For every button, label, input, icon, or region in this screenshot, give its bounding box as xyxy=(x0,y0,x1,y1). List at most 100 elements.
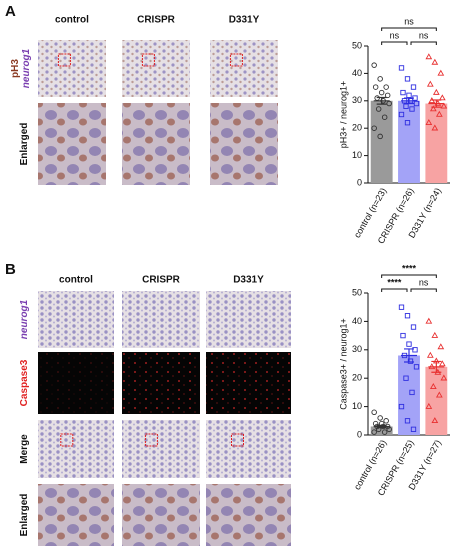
column-header: control xyxy=(55,15,89,26)
inset-box xyxy=(229,53,243,67)
row-label: Enlarged xyxy=(19,494,30,537)
data-point xyxy=(406,92,412,98)
data-point xyxy=(398,304,405,310)
data-point xyxy=(381,429,388,435)
inset-box xyxy=(60,433,74,447)
micrograph-stain xyxy=(122,103,190,185)
data-point xyxy=(378,420,385,427)
data-point xyxy=(426,351,434,358)
panel-letter: A xyxy=(5,3,16,20)
row-label: neurog1 xyxy=(19,299,30,339)
micrograph-stain xyxy=(122,484,200,546)
data-point xyxy=(440,374,448,381)
data-point xyxy=(438,360,446,367)
data-point xyxy=(406,341,412,347)
data-point xyxy=(431,417,439,424)
y-tick-label: 40 xyxy=(352,68,362,78)
column-header: CRISPR xyxy=(142,275,181,286)
data-point xyxy=(375,426,382,433)
significance-bracket xyxy=(410,288,437,292)
data-point xyxy=(384,92,391,99)
row-label-part: neurog1 xyxy=(21,48,32,88)
significance-label: ns xyxy=(419,30,429,40)
micrograph-stain xyxy=(122,40,190,97)
data-point xyxy=(409,106,415,112)
micrograph-stain xyxy=(210,103,278,185)
data-point xyxy=(400,89,406,96)
row-label-part: Merge xyxy=(19,434,30,464)
data-point xyxy=(409,389,415,396)
row-label-part: Enlarged xyxy=(19,123,30,166)
row-label-part: pH3 xyxy=(10,59,21,78)
data-point xyxy=(372,84,379,90)
significance-label: ns xyxy=(419,277,429,287)
micrograph-stain xyxy=(122,352,200,414)
micrograph-stain xyxy=(38,420,114,478)
micrograph-stain xyxy=(206,484,291,546)
column-header: D331Y xyxy=(233,275,264,286)
data-point xyxy=(437,343,445,350)
significance-bracket xyxy=(381,27,437,31)
data-point xyxy=(412,95,418,101)
micrograph-stain xyxy=(122,420,200,478)
data-point xyxy=(400,332,406,339)
y-tick-label: 30 xyxy=(352,95,362,105)
data-point xyxy=(377,133,383,140)
data-point xyxy=(431,331,439,338)
data-point xyxy=(435,110,443,117)
data-point xyxy=(438,94,446,101)
data-point xyxy=(425,317,433,324)
column-header: control xyxy=(59,275,93,286)
micrograph-stain xyxy=(38,291,114,348)
inset-box xyxy=(141,53,155,67)
data-point xyxy=(413,364,420,370)
data-point xyxy=(410,84,417,90)
significance-label: ns xyxy=(390,30,400,40)
data-point xyxy=(404,418,411,424)
data-point xyxy=(410,426,417,432)
data-point xyxy=(383,84,389,90)
bar xyxy=(370,100,393,183)
data-point xyxy=(377,76,383,82)
error-bar xyxy=(373,424,390,429)
data-point xyxy=(371,62,377,68)
data-point xyxy=(407,358,414,364)
significance-label: **** xyxy=(402,263,417,273)
data-point xyxy=(398,111,405,118)
significance-label: ns xyxy=(404,16,414,26)
micrograph-stain xyxy=(206,291,291,348)
micrograph-stain xyxy=(206,352,291,414)
column-header: CRISPR xyxy=(137,15,176,26)
data-point xyxy=(428,363,436,370)
data-point xyxy=(377,415,383,421)
data-point xyxy=(434,368,442,375)
data-point xyxy=(380,98,386,104)
data-point xyxy=(378,89,385,96)
data-point xyxy=(403,103,409,109)
error-bar xyxy=(373,96,390,105)
data-point xyxy=(403,375,409,381)
data-point xyxy=(371,409,377,416)
significance-bracket xyxy=(381,274,437,278)
data-point xyxy=(371,429,377,435)
data-point xyxy=(425,119,433,125)
significance-bracket xyxy=(381,41,408,45)
data-point xyxy=(386,426,392,433)
significance-bracket xyxy=(381,288,408,292)
data-point xyxy=(371,125,377,131)
data-point xyxy=(380,423,386,430)
micrograph-stain xyxy=(210,40,278,97)
y-tick-label: 10 xyxy=(352,150,362,160)
bar xyxy=(398,100,420,183)
micrograph-stain xyxy=(38,40,106,97)
data-point xyxy=(386,100,392,107)
row-label: Merge xyxy=(19,434,30,464)
data-point xyxy=(432,88,440,95)
data-point xyxy=(375,106,382,112)
micrograph-stain xyxy=(38,103,106,185)
data-point xyxy=(437,69,445,76)
inset-box xyxy=(144,433,158,447)
data-point xyxy=(407,98,414,104)
